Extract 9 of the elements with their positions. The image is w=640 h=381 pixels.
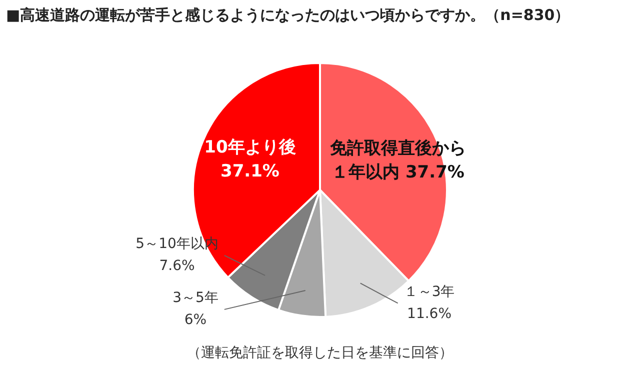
slice-label: 10年より後 [204,137,296,158]
data-label: 6% [184,312,207,328]
data-label: 11.6% [407,306,452,322]
data-label: 7.6% [159,258,195,274]
slice-label: 3～5年 [172,290,218,306]
chart-title: ■高速道路の運転が苦手と感じるようになったのはいつ頃からですか。（n=830） [6,6,570,25]
data-label: 37.1% [220,161,280,182]
text: （運転免許証を取得した日を基準に回答） [186,344,454,362]
slice-label: １～3年 [404,284,455,300]
